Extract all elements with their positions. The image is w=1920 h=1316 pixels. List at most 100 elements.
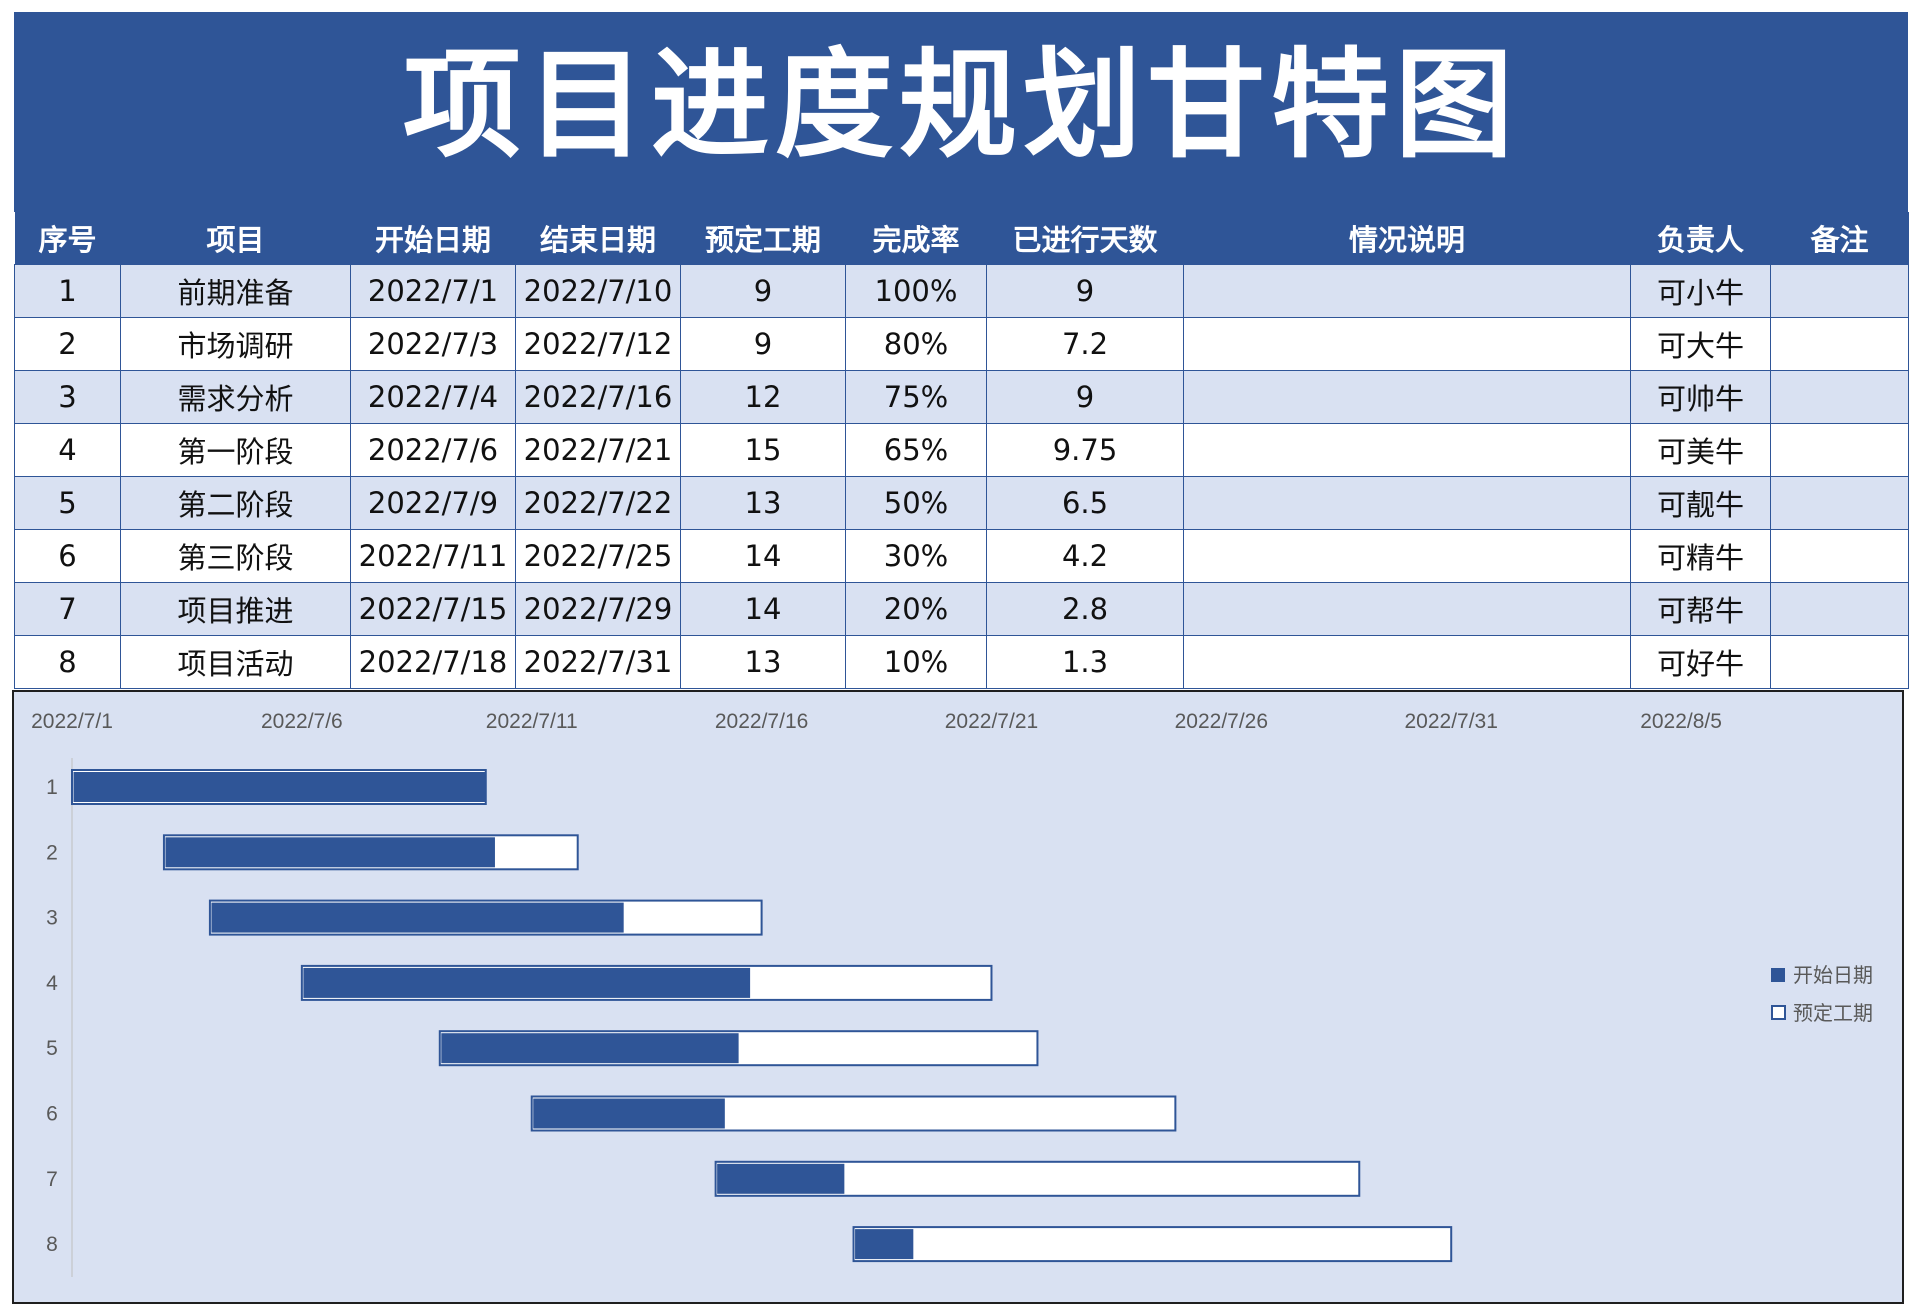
elapsed-days-bar	[165, 837, 495, 868]
table-row: 8 项目活动 2022/7/18 2022/7/31 13 10% 1.3 可好牛	[14, 635, 1909, 689]
cell-owner[interactable]: 可精牛	[1630, 529, 1771, 583]
cell-index[interactable]: 8	[14, 635, 121, 689]
cell-planned-duration[interactable]: 9	[680, 264, 846, 318]
cell-end-date[interactable]: 2022/7/16	[515, 370, 681, 424]
elapsed-days-bar	[73, 772, 486, 802]
cell-owner[interactable]: 可帮牛	[1630, 582, 1771, 636]
cell-project[interactable]: 第二阶段	[120, 476, 351, 530]
cell-project[interactable]: 项目活动	[120, 635, 351, 689]
cell-status-notes[interactable]	[1183, 264, 1631, 318]
cell-owner[interactable]: 可帅牛	[1630, 370, 1771, 424]
page-title: 项目进度规划甘特图	[402, 36, 1519, 174]
cell-start-date[interactable]: 2022/7/3	[350, 317, 516, 371]
cell-days-elapsed[interactable]: 7.2	[986, 317, 1184, 371]
cell-project[interactable]: 市场调研	[120, 317, 351, 371]
cell-index[interactable]: 1	[14, 264, 121, 318]
cell-completion-rate[interactable]: 30%	[845, 529, 987, 583]
cell-completion-rate[interactable]: 50%	[845, 476, 987, 530]
cell-status-notes[interactable]	[1183, 370, 1631, 424]
cell-days-elapsed[interactable]: 6.5	[986, 476, 1184, 530]
cell-start-date[interactable]: 2022/7/11	[350, 529, 516, 583]
cell-start-date[interactable]: 2022/7/6	[350, 423, 516, 477]
x-tick-label: 2022/8/5	[1640, 710, 1722, 733]
column-header-completion-rate: 完成率	[845, 212, 987, 265]
cell-end-date[interactable]: 2022/7/10	[515, 264, 681, 318]
gantt-chart: 2022/7/1 2022/7/6 2022/7/11 2022/7/16 2022/7…	[12, 690, 1904, 1304]
cell-days-elapsed[interactable]: 2.8	[986, 582, 1184, 636]
legend-label-duration: 预定工期	[1793, 1001, 1873, 1025]
cell-owner[interactable]: 可大牛	[1630, 317, 1771, 371]
cell-index[interactable]: 4	[14, 423, 121, 477]
cell-start-date[interactable]: 2022/7/15	[350, 582, 516, 636]
cell-planned-duration[interactable]: 14	[680, 582, 846, 636]
table-row: 1 前期准备 2022/7/1 2022/7/10 9 100% 9 可小牛	[14, 264, 1909, 318]
column-header-start-date: 开始日期	[350, 212, 516, 265]
x-tick-label: 2022/7/26	[1175, 710, 1268, 733]
cell-remarks[interactable]	[1770, 317, 1909, 371]
elapsed-days-bar	[717, 1163, 845, 1194]
cell-owner[interactable]: 可靓牛	[1630, 476, 1771, 530]
y-category-label: 4	[46, 972, 58, 995]
cell-owner[interactable]: 可美牛	[1630, 423, 1771, 477]
cell-remarks[interactable]	[1770, 264, 1909, 318]
cell-end-date[interactable]: 2022/7/22	[515, 476, 681, 530]
cell-start-date[interactable]: 2022/7/1	[350, 264, 516, 318]
cell-owner[interactable]: 可小牛	[1630, 264, 1771, 318]
cell-index[interactable]: 5	[14, 476, 121, 530]
cell-completion-rate[interactable]: 65%	[845, 423, 987, 477]
cell-index[interactable]: 2	[14, 317, 121, 371]
cell-completion-rate[interactable]: 80%	[845, 317, 987, 371]
cell-planned-duration[interactable]: 14	[680, 529, 846, 583]
cell-index[interactable]: 6	[14, 529, 121, 583]
cell-start-date[interactable]: 2022/7/4	[350, 370, 516, 424]
cell-project[interactable]: 前期准备	[120, 264, 351, 318]
cell-completion-rate[interactable]: 75%	[845, 370, 987, 424]
cell-remarks[interactable]	[1770, 423, 1909, 477]
cell-status-notes[interactable]	[1183, 423, 1631, 477]
cell-end-date[interactable]: 2022/7/12	[515, 317, 681, 371]
cell-index[interactable]: 3	[14, 370, 121, 424]
x-tick-label: 2022/7/6	[261, 710, 343, 733]
cell-planned-duration[interactable]: 12	[680, 370, 846, 424]
cell-completion-rate[interactable]: 10%	[845, 635, 987, 689]
cell-days-elapsed[interactable]: 9	[986, 370, 1184, 424]
legend-swatch-start	[1771, 968, 1785, 982]
cell-owner[interactable]: 可好牛	[1630, 635, 1771, 689]
cell-project[interactable]: 项目推进	[120, 582, 351, 636]
cell-status-notes[interactable]	[1183, 317, 1631, 371]
x-tick-label: 2022/7/21	[945, 710, 1038, 733]
cell-remarks[interactable]	[1770, 635, 1909, 689]
table-row: 6 第三阶段 2022/7/11 2022/7/25 14 30% 4.2 可精牛	[14, 529, 1909, 583]
cell-remarks[interactable]	[1770, 476, 1909, 530]
cell-completion-rate[interactable]: 100%	[845, 264, 987, 318]
cell-start-date[interactable]: 2022/7/18	[350, 635, 516, 689]
cell-planned-duration[interactable]: 13	[680, 635, 846, 689]
cell-completion-rate[interactable]: 20%	[845, 582, 987, 636]
cell-planned-duration[interactable]: 15	[680, 423, 846, 477]
cell-index[interactable]: 7	[14, 582, 121, 636]
cell-status-notes[interactable]	[1183, 476, 1631, 530]
cell-days-elapsed[interactable]: 9.75	[986, 423, 1184, 477]
cell-project[interactable]: 第一阶段	[120, 423, 351, 477]
cell-days-elapsed[interactable]: 4.2	[986, 529, 1184, 583]
cell-end-date[interactable]: 2022/7/25	[515, 529, 681, 583]
cell-end-date[interactable]: 2022/7/31	[515, 635, 681, 689]
cell-status-notes[interactable]	[1183, 582, 1631, 636]
column-header-days-elapsed: 已进行天数	[986, 212, 1184, 265]
y-category-label: 2	[46, 841, 58, 864]
cell-end-date[interactable]: 2022/7/21	[515, 423, 681, 477]
column-header-planned-duration: 预定工期	[680, 212, 846, 265]
cell-days-elapsed[interactable]: 9	[986, 264, 1184, 318]
cell-remarks[interactable]	[1770, 582, 1909, 636]
cell-start-date[interactable]: 2022/7/9	[350, 476, 516, 530]
cell-planned-duration[interactable]: 13	[680, 476, 846, 530]
cell-project[interactable]: 第三阶段	[120, 529, 351, 583]
cell-status-notes[interactable]	[1183, 635, 1631, 689]
cell-remarks[interactable]	[1770, 370, 1909, 424]
cell-days-elapsed[interactable]: 1.3	[986, 635, 1184, 689]
cell-end-date[interactable]: 2022/7/29	[515, 582, 681, 636]
cell-remarks[interactable]	[1770, 529, 1909, 583]
cell-planned-duration[interactable]: 9	[680, 317, 846, 371]
cell-status-notes[interactable]	[1183, 529, 1631, 583]
cell-project[interactable]: 需求分析	[120, 370, 351, 424]
